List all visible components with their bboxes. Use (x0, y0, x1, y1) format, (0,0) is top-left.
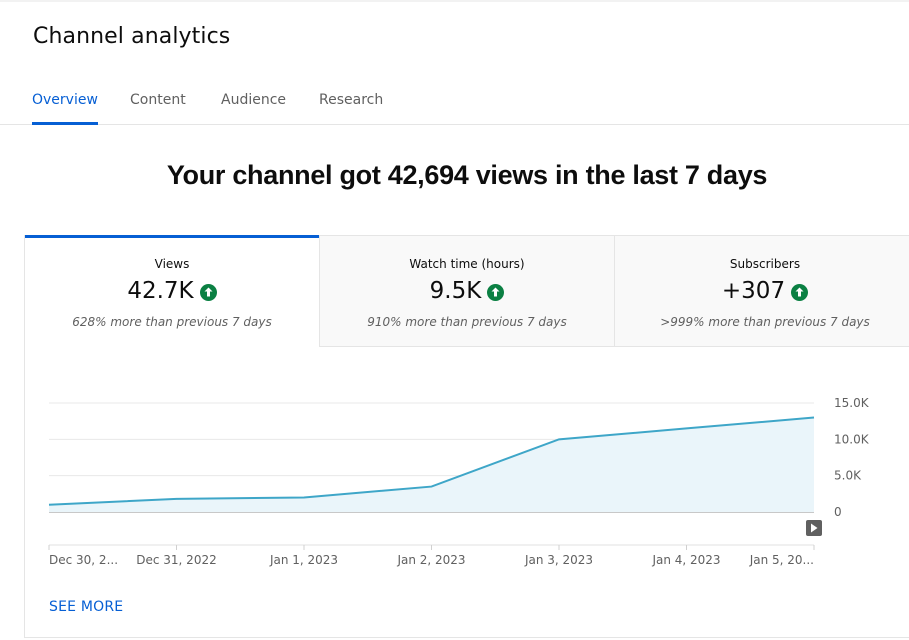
metric-tab-watch-time[interactable]: Watch time (hours) 9.5K 910% more than p… (320, 236, 615, 347)
x-tick-label: Jan 5, 20... (749, 553, 814, 567)
play-icon[interactable] (806, 520, 822, 536)
metric-tab-subscribers[interactable]: Subscribers +307 >999% more than previou… (615, 236, 909, 347)
metric-label: Views (154, 257, 190, 271)
metric-label: Watch time (hours) (409, 257, 525, 271)
tab-content[interactable]: Content (130, 92, 186, 108)
metric-tab-views[interactable]: Views 42.7K 628% more than previous 7 da… (25, 235, 320, 347)
arrow-up-circle-icon (791, 283, 809, 301)
see-more-link[interactable]: SEE MORE (49, 599, 124, 615)
x-tick-label: Jan 4, 2023 (651, 553, 720, 567)
series-area (49, 417, 814, 512)
x-tick-label: Dec 30, 2... (49, 553, 118, 567)
arrow-up-circle-icon (199, 283, 217, 301)
tab-audience[interactable]: Audience (221, 92, 287, 108)
tab-research[interactable]: Research (319, 92, 384, 108)
x-tick-label: Dec 31, 2022 (136, 553, 216, 567)
analytics-card: Views 42.7K 628% more than previous 7 da… (24, 235, 909, 638)
metric-value: +307 (721, 278, 786, 304)
metric-change: 910% more than previous 7 days (367, 315, 567, 329)
y-tick-label: 5.0K (834, 469, 862, 483)
tab-bar: Overview Content Audience Research (0, 80, 909, 125)
x-tick-label: Jan 3, 2023 (524, 553, 593, 567)
metric-value: 42.7K (127, 278, 194, 304)
tab-overview[interactable]: Overview (32, 92, 98, 125)
top-divider (0, 0, 909, 2)
arrow-up-circle-icon (487, 283, 505, 301)
y-tick-label: 0 (834, 505, 842, 519)
metric-change: 628% more than previous 7 days (72, 315, 272, 329)
x-tick-label: Jan 2, 2023 (396, 553, 465, 567)
page-title: Channel analytics (33, 24, 231, 49)
metric-change: >999% more than previous 7 days (660, 315, 870, 329)
y-tick-label: 10.0K (834, 432, 870, 446)
x-tick-label: Jan 1, 2023 (269, 553, 338, 567)
metric-label: Subscribers (729, 257, 801, 271)
y-tick-label: 15.0K (834, 396, 870, 410)
summary-headline: Your channel got 42,694 views in the las… (166, 160, 768, 190)
metric-value: 9.5K (429, 278, 482, 304)
